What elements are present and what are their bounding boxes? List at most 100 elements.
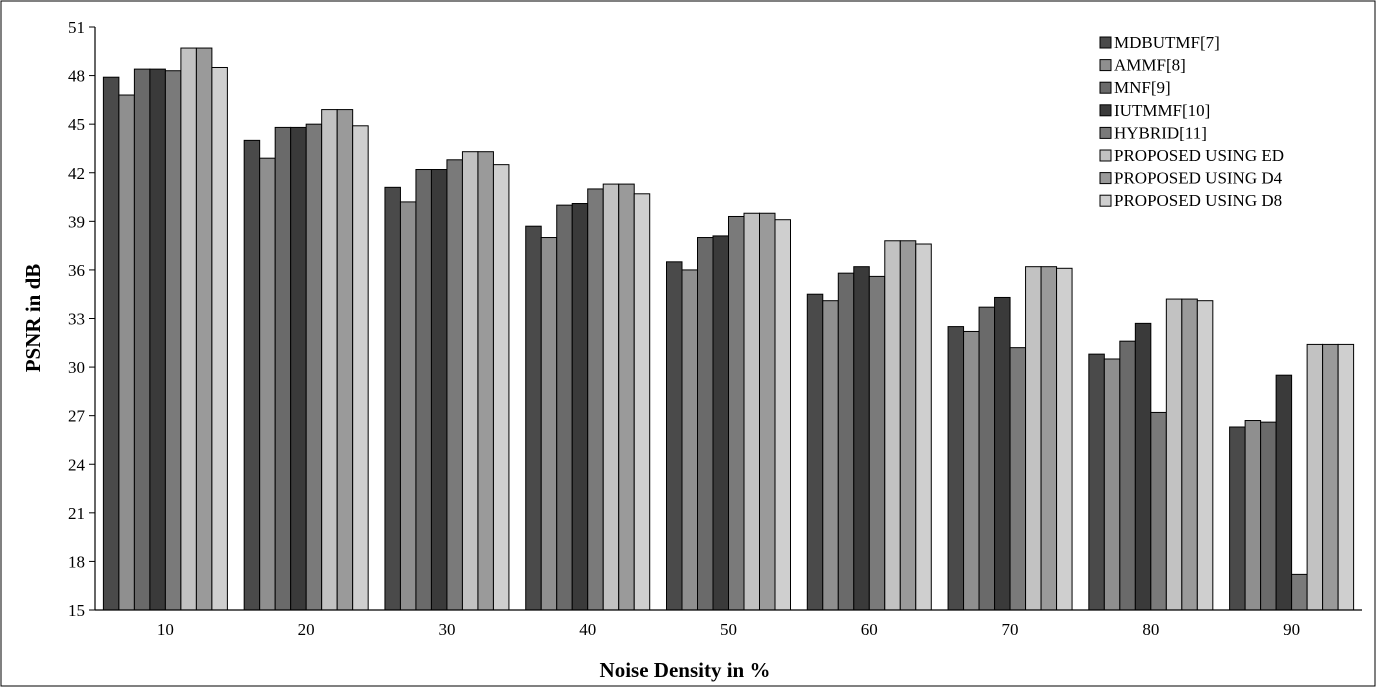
bar-50-mdbutmf-7 [666,261,683,611]
legend-label: PROPOSED USING D4 [1114,169,1283,188]
bar-20-iutmmf-10 [290,126,307,611]
bar-50-iutmmf-10 [712,235,729,611]
bar-40-iutmmf-10 [571,203,589,611]
legend-swatch [1099,81,1112,94]
x-tick-label: 70 [1002,620,1019,639]
bar-60-hybrid-11 [868,275,886,611]
bar-30-proposed-using-ed [461,151,479,611]
bar-30-mnf-9 [415,169,432,611]
y-tick-label: 39 [68,212,85,231]
bar-10-proposed-using-d4 [195,47,213,611]
bar-90-mnf-9 [1260,421,1277,611]
bar-40-ammf-8 [540,237,558,611]
bar-20-proposed-using-ed [321,109,338,611]
bar-80-proposed-using-ed [1165,298,1183,611]
x-tick-label: 40 [579,620,596,639]
bar-20-hybrid-11 [305,123,323,611]
legend-swatch [1099,149,1112,162]
bar-50-proposed-using-d8 [774,219,791,611]
bar-30-hybrid-11 [446,159,463,611]
bar-70-iutmmf-10 [994,296,1011,611]
bar-70-proposed-using-d8 [1056,267,1073,611]
bar-60-iutmmf-10 [853,266,870,611]
bar-80-proposed-using-d8 [1196,300,1214,611]
bar-60-mdbutmf-7 [806,293,824,611]
bar-10-mdbutmf-7 [102,76,120,611]
bar-50-ammf-8 [681,269,698,611]
bar-10-iutmmf-10 [149,68,166,611]
bar-10-mnf-9 [133,68,151,611]
y-tick-label: 15 [68,601,85,620]
bar-70-mnf-9 [978,306,996,611]
legend-swatch [1099,172,1112,185]
bar-40-mnf-9 [556,204,573,611]
bar-20-proposed-using-d8 [352,125,369,611]
bar-60-ammf-8 [822,300,839,611]
legend-label: MDBUTMF[7] [1114,33,1220,52]
bar-40-hybrid-11 [587,188,604,611]
bar-70-hybrid-11 [1009,347,1027,611]
legend-swatch [1099,194,1112,207]
y-tick-label: 21 [68,504,85,523]
bar-10-ammf-8 [118,94,135,611]
bar-80-mnf-9 [1119,340,1136,611]
bar-90-proposed-using-ed [1306,343,1324,611]
legend: MDBUTMF[7] AMMF[8] MNF[9] IUTMMF[10] HYBRID[… [1099,33,1284,210]
legend-label: AMMF[8] [1114,56,1186,75]
bar-50-hybrid-11 [728,215,745,611]
legend-swatch [1099,104,1112,117]
y-tick-label: 36 [68,261,85,280]
bar-90-proposed-using-d4 [1322,343,1339,611]
bar-60-proposed-using-ed [884,240,901,611]
legend-label: MNF[9] [1114,78,1171,97]
bar-80-iutmmf-10 [1134,322,1152,611]
bar-80-hybrid-11 [1150,411,1167,611]
bar-50-proposed-using-ed [743,212,760,611]
legend-swatch [1099,126,1112,139]
y-tick-label: 42 [68,164,85,183]
bar-10-proposed-using-d8 [211,66,228,611]
bar-40-proposed-using-d8 [633,193,651,611]
bar-40-proposed-using-d4 [618,183,635,611]
bar-30-iutmmf-10 [430,169,448,611]
x-axis-title: Noise Density in % [600,658,771,682]
bar-30-ammf-8 [399,201,417,611]
legend-label: PROPOSED USING ED [1114,146,1284,165]
bar-60-proposed-using-d8 [915,243,932,611]
bar-80-mdbutmf-7 [1088,353,1105,611]
bar-70-mdbutmf-7 [947,326,965,611]
bar-80-ammf-8 [1103,358,1121,611]
x-tick-label: 30 [438,620,455,639]
legend-label: HYBRID[11] [1114,123,1207,142]
bar-10-hybrid-11 [164,70,182,611]
y-tick-label: 45 [68,115,85,134]
legend-label: PROPOSED USING D8 [1114,191,1282,210]
x-tick-label: 80 [1142,620,1159,639]
bar-20-ammf-8 [259,157,276,611]
bar-70-proposed-using-d4 [1040,266,1058,611]
bar-50-mnf-9 [697,237,714,611]
bar-30-proposed-using-d4 [477,151,494,611]
y-tick-label: 33 [68,310,85,329]
bar-90-mdbutmf-7 [1229,426,1246,611]
y-tick-label: 24 [68,455,86,474]
bar-20-mnf-9 [274,126,292,611]
bar-90-ammf-8 [1244,420,1262,611]
legend-swatch [1099,36,1112,49]
bar-30-mdbutmf-7 [384,186,401,611]
bar-90-iutmmf-10 [1275,374,1293,611]
legend-label: IUTMMF[10] [1114,101,1210,120]
x-tick-label: 20 [298,620,315,639]
bar-20-mdbutmf-7 [243,139,261,611]
bar-60-proposed-using-d4 [899,240,917,611]
axes-layer: 10 20 30 40 50 60 70 80 90 15 18 21 24 27 30 33 36 39 42 45… [68,18,1362,639]
bar-80-proposed-using-d4 [1181,298,1198,611]
y-tick-label: 30 [68,358,85,377]
bar-60-mnf-9 [837,272,855,611]
bar-10-proposed-using-ed [180,47,197,611]
bar-70-proposed-using-ed [1025,266,1042,611]
bar-30-proposed-using-d8 [492,164,510,611]
bar-50-proposed-using-d4 [759,212,776,611]
